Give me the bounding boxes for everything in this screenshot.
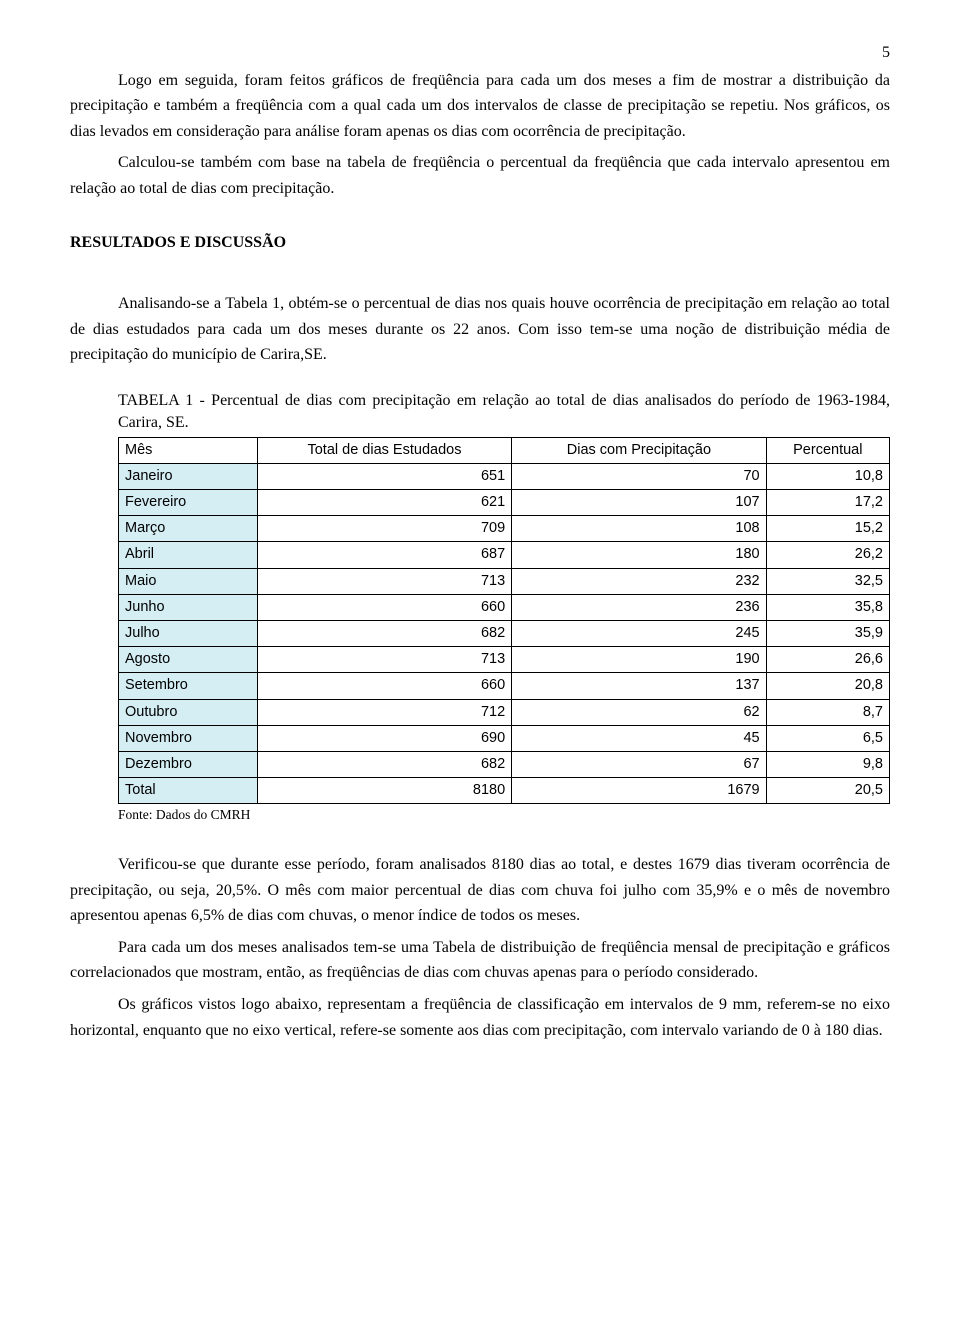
table-cell-mes: Dezembro xyxy=(119,751,258,777)
table-cell-total: 621 xyxy=(257,490,511,516)
table-caption: TABELA 1 - Percentual de dias com precip… xyxy=(118,390,890,435)
paragraph-3: Analisando-se a Tabela 1, obtém-se o per… xyxy=(70,291,890,368)
table-cell-perc: 26,2 xyxy=(766,542,889,568)
table-cell-total: 660 xyxy=(257,673,511,699)
table-cell-total: 712 xyxy=(257,699,511,725)
section-heading-resultados: RESULTADOS E DISCUSSÃO xyxy=(70,230,890,256)
table-cell-dias: 67 xyxy=(512,751,766,777)
table-cell-mes: Maio xyxy=(119,568,258,594)
table-row: Total8180167920,5 xyxy=(119,778,890,804)
table-cell-perc: 35,8 xyxy=(766,594,889,620)
table-cell-perc: 20,5 xyxy=(766,778,889,804)
table-cell-dias: 245 xyxy=(512,621,766,647)
table-cell-mes: Agosto xyxy=(119,647,258,673)
paragraph-5: Para cada um dos meses analisados tem-se… xyxy=(70,935,890,986)
table-cell-perc: 17,2 xyxy=(766,490,889,516)
table-cell-dias: 232 xyxy=(512,568,766,594)
table-cell-total: 709 xyxy=(257,516,511,542)
table-cell-dias: 1679 xyxy=(512,778,766,804)
table-cell-total: 8180 xyxy=(257,778,511,804)
table-row: Outubro712628,7 xyxy=(119,699,890,725)
table-row: Abril68718026,2 xyxy=(119,542,890,568)
table-cell-mes: Abril xyxy=(119,542,258,568)
table-row: Junho66023635,8 xyxy=(119,594,890,620)
table-header-dias: Dias com Precipitação xyxy=(512,437,766,463)
table-row: Setembro66013720,8 xyxy=(119,673,890,699)
table-cell-dias: 190 xyxy=(512,647,766,673)
table-cell-dias: 62 xyxy=(512,699,766,725)
table-cell-mes: Janeiro xyxy=(119,463,258,489)
table-cell-perc: 10,8 xyxy=(766,463,889,489)
table-cell-mes: Fevereiro xyxy=(119,490,258,516)
table-cell-mes: Total xyxy=(119,778,258,804)
table-cell-perc: 8,7 xyxy=(766,699,889,725)
table-cell-mes: Março xyxy=(119,516,258,542)
table-cell-dias: 137 xyxy=(512,673,766,699)
table-row: Novembro690456,5 xyxy=(119,725,890,751)
table-cell-perc: 20,8 xyxy=(766,673,889,699)
table-row: Fevereiro62110717,2 xyxy=(119,490,890,516)
table-cell-perc: 6,5 xyxy=(766,725,889,751)
table-source: Fonte: Dados do CMRH xyxy=(118,804,890,826)
table-header-perc: Percentual xyxy=(766,437,889,463)
table-cell-total: 660 xyxy=(257,594,511,620)
table-cell-perc: 32,5 xyxy=(766,568,889,594)
paragraph-6: Os gráficos vistos logo abaixo, represen… xyxy=(70,992,890,1043)
table-row: Janeiro6517010,8 xyxy=(119,463,890,489)
table-cell-mes: Julho xyxy=(119,621,258,647)
paragraph-1: Logo em seguida, foram feitos gráficos d… xyxy=(70,68,890,145)
table-row: Julho68224535,9 xyxy=(119,621,890,647)
table-cell-total: 713 xyxy=(257,647,511,673)
paragraph-2: Calculou-se também com base na tabela de… xyxy=(70,150,890,201)
table-header-total: Total de dias Estudados xyxy=(257,437,511,463)
table-cell-dias: 236 xyxy=(512,594,766,620)
page-number: 5 xyxy=(70,40,890,66)
table-cell-total: 713 xyxy=(257,568,511,594)
table-cell-dias: 70 xyxy=(512,463,766,489)
table-cell-total: 682 xyxy=(257,621,511,647)
table-cell-total: 687 xyxy=(257,542,511,568)
table-cell-perc: 9,8 xyxy=(766,751,889,777)
table-cell-dias: 108 xyxy=(512,516,766,542)
paragraph-4: Verificou-se que durante esse período, f… xyxy=(70,852,890,929)
table-cell-dias: 180 xyxy=(512,542,766,568)
table-row: Março70910815,2 xyxy=(119,516,890,542)
table-row: Agosto71319026,6 xyxy=(119,647,890,673)
table-cell-mes: Setembro xyxy=(119,673,258,699)
table-cell-mes: Outubro xyxy=(119,699,258,725)
table-cell-perc: 15,2 xyxy=(766,516,889,542)
table-header-mes: Mês xyxy=(119,437,258,463)
table-cell-total: 690 xyxy=(257,725,511,751)
table-cell-perc: 35,9 xyxy=(766,621,889,647)
table-cell-total: 651 xyxy=(257,463,511,489)
table-cell-mes: Novembro xyxy=(119,725,258,751)
table-cell-mes: Junho xyxy=(119,594,258,620)
table-precipitation: Mês Total de dias Estudados Dias com Pre… xyxy=(118,437,890,805)
table-row: Maio71323232,5 xyxy=(119,568,890,594)
table-cell-dias: 45 xyxy=(512,725,766,751)
table-cell-total: 682 xyxy=(257,751,511,777)
table-header-row: Mês Total de dias Estudados Dias com Pre… xyxy=(119,437,890,463)
table-cell-dias: 107 xyxy=(512,490,766,516)
table-cell-perc: 26,6 xyxy=(766,647,889,673)
table-row: Dezembro682679,8 xyxy=(119,751,890,777)
